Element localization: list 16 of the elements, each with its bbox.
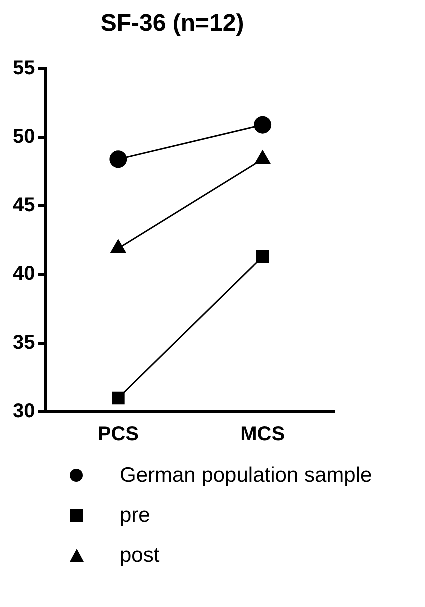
point (110, 150, 128, 168)
x-tick-label: MCS (240, 424, 286, 446)
y-tick-label: 45 (12, 194, 36, 217)
chart-title: SF-36 (n=12) (100, 10, 244, 38)
x-tick-label: PCS (98, 424, 139, 446)
y-tick-label: 50 (12, 126, 36, 148)
y-tick-label: 40 (12, 263, 36, 286)
point (254, 116, 272, 134)
y-tick-label: 35 (12, 332, 36, 354)
point (256, 250, 270, 264)
legend-label: German population sample (120, 464, 372, 488)
y-tick-label: 30 (12, 400, 36, 423)
point (112, 392, 125, 405)
legend-label: pre (120, 504, 150, 528)
legend-label: post (120, 544, 160, 568)
y-tick-label: 55 (12, 57, 36, 80)
